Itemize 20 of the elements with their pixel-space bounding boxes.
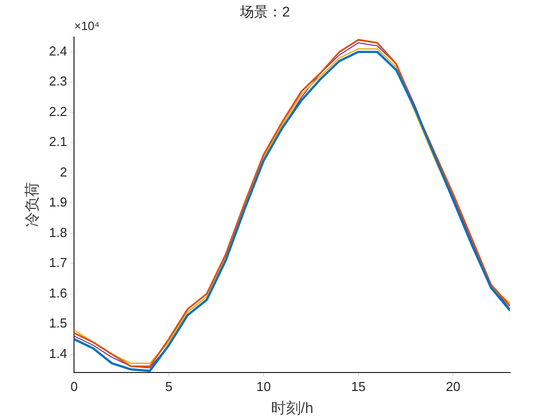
y-tick-label: 1.6 [48, 285, 68, 300]
chart-title: 场景：2 [239, 3, 290, 20]
y-tick-label: 2.2 [48, 104, 68, 119]
x-tick-label: 20 [446, 378, 460, 394]
x-axis-title: 时刻/h [270, 400, 314, 418]
y-axis-title: 冷负荷 [24, 182, 42, 228]
x-tick-label: 10 [256, 378, 271, 394]
text: ×10⁴ [74, 19, 100, 34]
y-tick-label: 1.5 [48, 316, 68, 331]
x-tick-label: 5 [165, 378, 172, 394]
y-tick-label: 2.3 [48, 74, 68, 89]
y-tick-label: 1.4 [48, 346, 68, 361]
y-tick-label: 1.8 [48, 224, 68, 240]
x-tick-label: 0 [70, 378, 78, 394]
y-tick-label: 2.1 [48, 134, 68, 150]
x-tick-label: 15 [351, 378, 366, 394]
y-tick-label: 1.7 [48, 255, 68, 270]
y-tick-label: 2.4 [48, 43, 68, 58]
y-tick-label: 1.9 [48, 194, 68, 210]
y-tick-label: 2 [60, 164, 68, 180]
